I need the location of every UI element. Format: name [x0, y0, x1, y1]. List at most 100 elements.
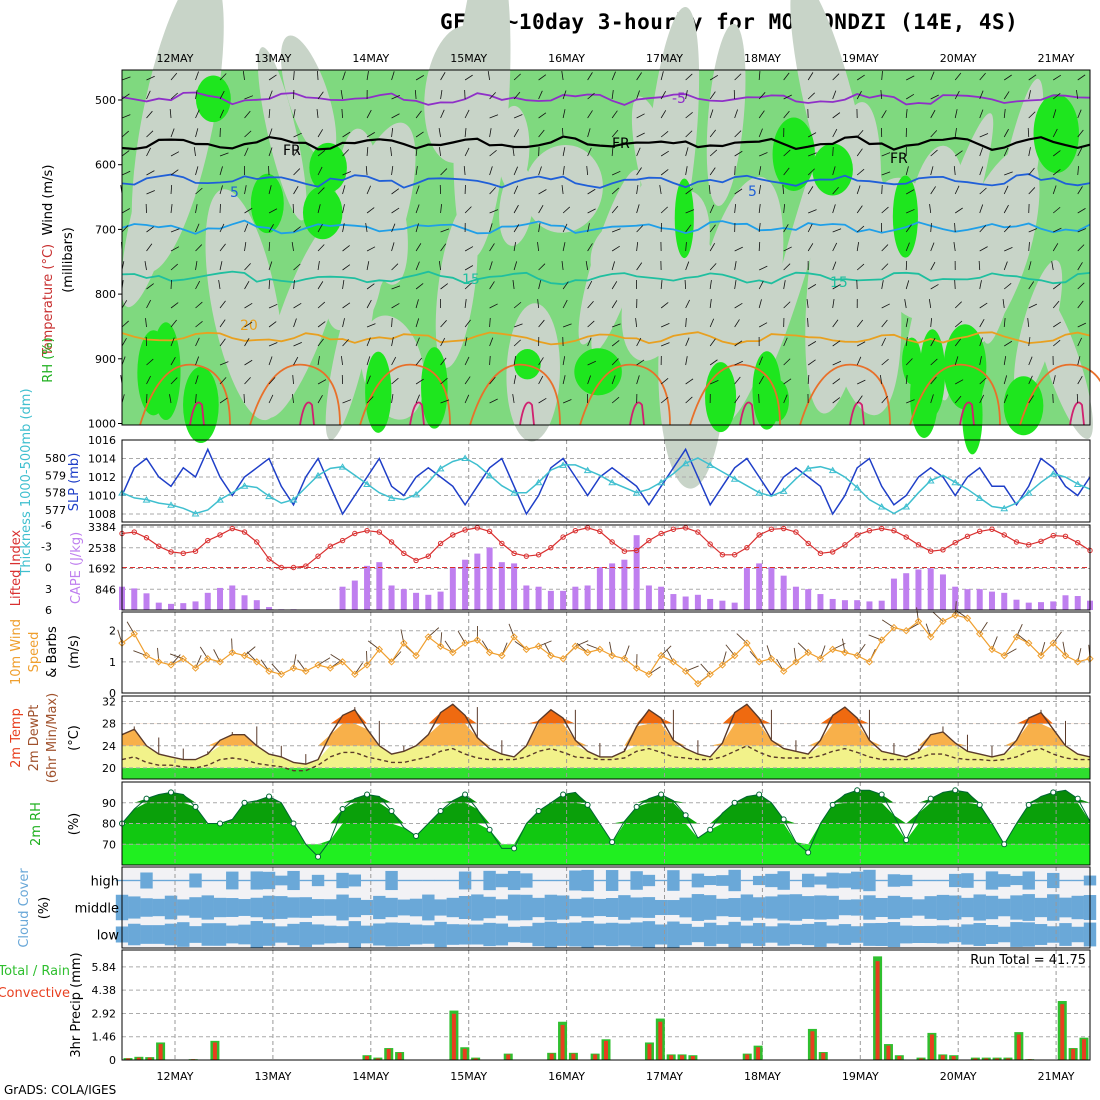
wind-barb	[342, 318, 345, 328]
wind-barb	[930, 186, 936, 195]
thickness-axis-label: Thickness 1000-500mb (dm)	[19, 388, 34, 576]
rh-fill-band	[122, 790, 1090, 803]
wind-barb	[195, 223, 200, 233]
wind-barb	[415, 261, 420, 271]
convective-precip-bar	[375, 1058, 380, 1060]
wind-speed-marker	[804, 648, 812, 657]
wind-barb	[562, 147, 566, 157]
wind-barb	[537, 242, 540, 252]
wind-barb	[366, 132, 375, 138]
wind-barb	[219, 361, 229, 366]
pressure-tick-label: 800	[95, 288, 116, 301]
lifted-index-marker	[364, 527, 370, 534]
wind-barb	[121, 320, 129, 328]
wind-barb	[1028, 187, 1036, 195]
rh-marker	[388, 808, 395, 815]
wind-barb	[268, 224, 274, 233]
lifted-index-marker	[180, 550, 186, 557]
thickness-tick-label: 577	[45, 504, 66, 517]
lifted-index-marker	[1038, 538, 1044, 544]
wind-barb	[293, 70, 295, 81]
wind-barb	[146, 283, 154, 290]
wind-barb	[905, 109, 908, 119]
wind-barb	[487, 71, 490, 81]
lifted-index-marker	[866, 527, 873, 534]
cloud-cell	[936, 894, 950, 921]
cape-bar	[584, 585, 591, 610]
wind-barb	[1027, 127, 1030, 138]
cape-bar	[192, 601, 199, 610]
wind-speed-marker	[816, 655, 825, 663]
wind-barb	[979, 109, 984, 119]
wind-barb	[979, 225, 987, 233]
cloud-cell	[1071, 926, 1084, 943]
wind-barb	[1077, 300, 1084, 309]
wind-barb	[734, 340, 743, 347]
legend-total-rain: Total / Rain	[0, 964, 70, 979]
wind-barb	[905, 375, 908, 385]
upper-air-panel: -5 FR FR FR 5 5 15 15 20	[120, 0, 1100, 489]
wind-barb	[660, 206, 668, 214]
wind-barb	[783, 167, 790, 176]
wind-barb	[979, 90, 984, 100]
cape-bar	[964, 589, 971, 610]
lifted-index-marker	[695, 529, 701, 535]
pressure-tick-label: 600	[95, 159, 116, 172]
wind-barb	[758, 223, 761, 233]
wind-barb	[1003, 91, 1010, 100]
cape-bar	[204, 592, 211, 610]
cloud-cell	[1071, 895, 1084, 920]
wind-barb	[905, 224, 912, 233]
wind10m-axis-label-4: (m/s)	[67, 635, 82, 669]
rh-marker	[413, 832, 420, 839]
wind-barb	[415, 110, 422, 119]
wind-barb	[366, 185, 372, 195]
cloud-cell	[654, 924, 668, 945]
wind-speed-marker	[130, 630, 138, 638]
wind-barb	[585, 261, 589, 271]
wind-barb	[170, 263, 179, 271]
wind-barb	[464, 74, 473, 81]
cloud-cell	[471, 879, 484, 882]
wind-barb	[489, 261, 493, 271]
wind-barb	[758, 70, 761, 81]
pressure-tick-label: 900	[95, 353, 116, 366]
wind-barb	[734, 376, 741, 385]
moist-region	[302, 186, 343, 240]
convective-precip-bar	[919, 1058, 924, 1060]
wind-barb	[366, 323, 376, 328]
cloud-cell	[667, 900, 680, 915]
wind-barb	[783, 110, 790, 119]
top-date-label: 13MAY	[254, 52, 291, 65]
wind-barb	[587, 243, 593, 252]
wind-barb	[121, 225, 129, 233]
temperature-axis-label: Temperature (°C)	[41, 244, 56, 357]
wind-barb	[342, 280, 345, 290]
wind-barb	[783, 358, 791, 366]
wind-barb	[783, 72, 790, 81]
slp-line	[121, 447, 1091, 516]
cape-bar	[229, 585, 236, 610]
cloud-cell	[140, 872, 153, 889]
wind-barb	[660, 169, 669, 176]
wind-barb	[293, 263, 301, 271]
moist-region	[772, 117, 815, 191]
top-date-label: 15MAY	[450, 52, 487, 65]
convective-precip-bar	[136, 1057, 141, 1060]
cloud-cell	[973, 879, 986, 882]
wind-barb	[783, 94, 792, 100]
bottom-date-label: 16MAY	[548, 1070, 585, 1083]
lifted-index-marker	[707, 541, 713, 547]
lifted-index-marker	[401, 550, 407, 557]
wind-barb	[293, 302, 302, 309]
wind-barb	[317, 204, 321, 214]
wind-barb	[146, 226, 155, 233]
wind-barb	[170, 128, 175, 138]
cloud-cell	[311, 899, 325, 916]
wind-barb	[489, 355, 491, 366]
rh-fill-band	[122, 823, 1090, 845]
thickness-marker	[314, 471, 322, 479]
cloud-cell	[740, 879, 754, 882]
wind-barb	[1053, 74, 1062, 81]
wind-barb	[1003, 204, 1009, 214]
